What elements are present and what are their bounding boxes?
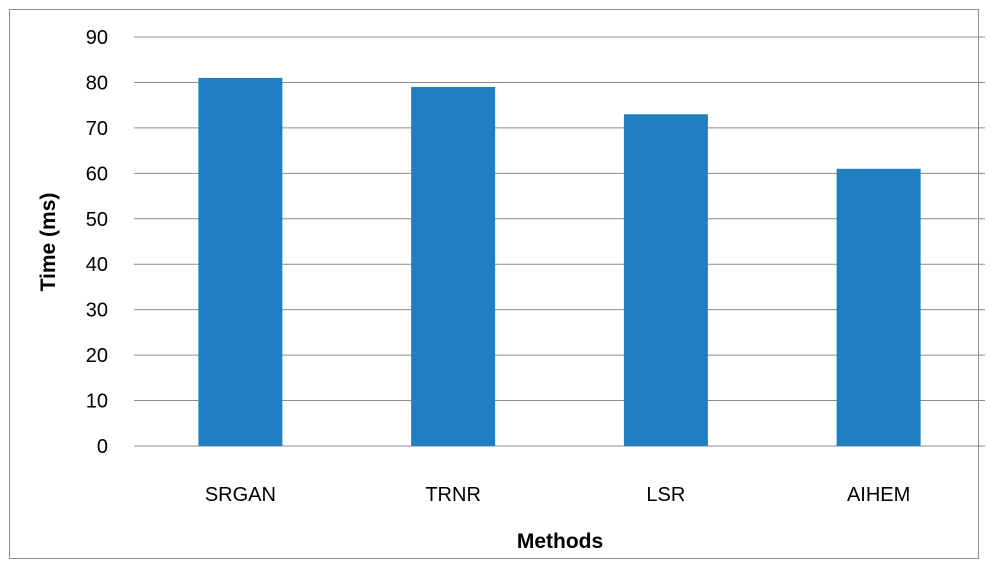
bar-lsr — [623, 114, 708, 446]
y-tick-label: 50 — [86, 209, 108, 231]
y-tick-label: 90 — [86, 27, 108, 49]
x-tick-label: TRNR — [425, 484, 481, 506]
x-tick-label: SRGAN — [205, 484, 276, 506]
y-axis-title: Time (ms) — [37, 193, 60, 292]
y-tick-label: 70 — [86, 118, 108, 140]
x-tick-label: AIHEM — [847, 484, 910, 506]
x-tick-label: LSR — [646, 484, 685, 506]
y-tick-label: 20 — [86, 345, 108, 367]
bar-srgan — [198, 77, 283, 447]
y-tick-label: 10 — [86, 391, 108, 413]
x-axis-title: Methods — [517, 530, 603, 553]
y-tick-labels: 0 10 20 30 40 50 60 70 80 90 — [86, 27, 108, 458]
y-tick-label: 40 — [86, 254, 108, 276]
bars — [198, 77, 921, 447]
y-tick-label: 60 — [86, 163, 108, 185]
bar-aihem — [836, 168, 921, 447]
x-tick-labels: SRGAN TRNR LSR AIHEM — [205, 484, 910, 506]
y-tick-label: 0 — [97, 436, 108, 458]
bar-trnr — [411, 86, 496, 446]
y-tick-label: 30 — [86, 300, 108, 322]
y-tick-label: 80 — [86, 72, 108, 94]
